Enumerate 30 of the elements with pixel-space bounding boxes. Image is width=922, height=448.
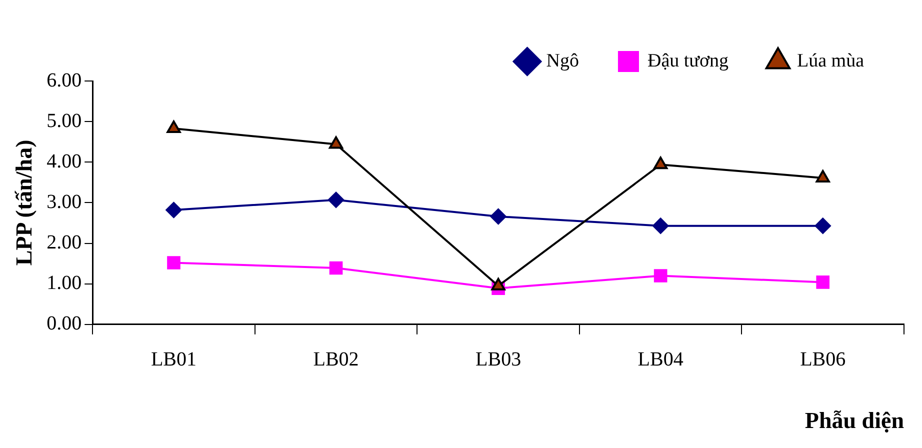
- y-tick-label: 6.00: [46, 69, 82, 92]
- point: [490, 208, 506, 224]
- point: [166, 120, 181, 133]
- x-tick-label: LB01: [150, 348, 197, 371]
- x-axis-title: Phẫu diện: [804, 408, 904, 434]
- y-tick-label: 5.00: [46, 110, 82, 132]
- x-tick-label: LB04: [638, 348, 684, 371]
- point: [167, 256, 180, 270]
- y-axis-title: LPP (tấn/ha): [12, 140, 37, 266]
- y-tick-label: 0.00: [46, 312, 82, 335]
- point: [654, 269, 668, 282]
- point: [816, 170, 830, 182]
- point: [328, 136, 344, 149]
- legend-label: Lúa mùa: [797, 50, 865, 72]
- legend-label: Đậu tương: [647, 50, 729, 72]
- legend-label: Ngô: [546, 50, 579, 72]
- x-tick-label: LB03: [476, 348, 522, 371]
- point: [328, 192, 344, 208]
- x-tick-label: LB06: [800, 348, 846, 371]
- y-tick-label: 2.00: [46, 232, 82, 254]
- y-tick-label: 3.00: [46, 190, 82, 213]
- point: [652, 218, 669, 234]
- point: [816, 276, 830, 289]
- point: [654, 156, 668, 170]
- point: [166, 202, 182, 218]
- point: [814, 218, 831, 234]
- point: [329, 261, 343, 275]
- y-tick-label: 4.00: [46, 150, 82, 172]
- y-tick-label: 1.00: [46, 272, 82, 294]
- x-tick-label: LB02: [313, 348, 359, 371]
